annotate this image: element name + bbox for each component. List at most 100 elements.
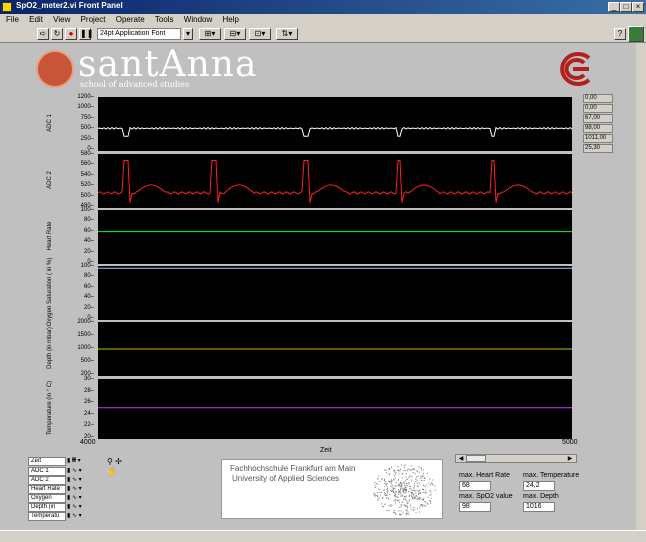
menu-window[interactable]: Window	[183, 15, 213, 24]
y-tick-label: 250–	[80, 135, 94, 142]
y-tick-label: 28–	[83, 387, 94, 394]
menu-view[interactable]: View	[53, 15, 71, 24]
zoom-tool-icon[interactable]: ⚲ ✢	[107, 457, 122, 466]
maximize-button[interactable]: □	[620, 2, 632, 12]
menu-edit[interactable]: Edit	[29, 15, 43, 24]
institution-line-2: University of Applied Sciences	[232, 474, 340, 483]
menu-operate[interactable]: Operate	[115, 15, 145, 24]
readout-1: 0,00	[583, 104, 613, 113]
chart-plot[interactable]	[98, 210, 572, 264]
y-tick-label: 520–	[80, 182, 94, 189]
menu-help[interactable]: Help	[222, 15, 239, 24]
readout-3: 98,00	[583, 124, 613, 133]
close-button[interactable]: ×	[632, 2, 644, 12]
legend-options-icon[interactable]: ▮ ∿ ▾	[67, 495, 82, 501]
y-tick-label: 40–	[83, 238, 94, 245]
chart-plot[interactable]	[98, 266, 572, 320]
y-tick-label: 0–	[87, 146, 94, 152]
menu-file[interactable]: File	[6, 15, 19, 24]
legend-options-icon[interactable]: ▮ ∿ ▾	[67, 477, 82, 483]
chart-trace-area	[98, 231, 572, 233]
legend-options-icon[interactable]: ▮ ∿ ▾	[67, 468, 82, 474]
resize-objects-icon[interactable]: ⊡▾	[249, 28, 271, 40]
y-tick-label: 2000–	[77, 319, 94, 325]
santanna-seal-icon	[36, 50, 74, 88]
max-heart-rate-label: max. Heart Rate	[459, 472, 510, 479]
y-tick-label: 540–	[80, 171, 94, 178]
x-axis-min: 4000	[80, 439, 96, 446]
menu-tools[interactable]: Tools	[154, 15, 174, 24]
legend-adc2[interactable]: ADC 2	[28, 476, 66, 485]
pause-icon[interactable]: ❚❚	[79, 28, 94, 40]
page-horizontal-scrollbar[interactable]	[0, 530, 646, 542]
chart-trace-area	[97, 160, 573, 203]
cnr-logo-icon	[560, 52, 591, 86]
chart-plot[interactable]	[98, 322, 572, 376]
y-tick-label: 0–	[87, 259, 94, 265]
chart-trace	[97, 126, 573, 137]
scroll-left-icon[interactable]: ◀	[458, 456, 464, 462]
legend-adc1[interactable]: ADC 1	[28, 467, 66, 476]
max-temperature-label: max. Temperature	[523, 472, 580, 479]
y-tick-label: 20–	[83, 434, 94, 440]
y-tick-label: 750–	[80, 114, 94, 121]
chart-trace-area	[97, 126, 573, 137]
align-objects-icon[interactable]: ⊞▾	[199, 28, 221, 40]
scroll-thumb[interactable]	[466, 455, 486, 462]
legend-options-icon[interactable]: ▮ 𝄜 ▾	[67, 458, 81, 464]
abort-icon[interactable]: ●	[65, 28, 77, 40]
window-title: SpO2_meter2.vi Front Panel	[16, 1, 123, 10]
y-tick-label: 26–	[83, 399, 94, 406]
scroll-right-icon[interactable]: ▶	[567, 456, 573, 462]
y-tick-label: 480–	[80, 203, 94, 209]
run-arrow-icon[interactable]: ➪	[37, 28, 49, 40]
y-tick-label: 1000–	[77, 345, 94, 351]
readout-4: 1011,00	[583, 134, 613, 143]
minimize-button[interactable]: _	[608, 2, 620, 12]
y-tick-label: 1500–	[77, 332, 94, 338]
y-tick-label: 500–	[80, 358, 94, 364]
legend-heart-rate[interactable]: Heart Rate	[28, 485, 66, 494]
max-spo2-label: max. SpO2 value	[459, 493, 513, 500]
noise-pattern-icon	[373, 464, 436, 516]
chart-plot[interactable]	[97, 97, 573, 151]
y-tick-label: 60–	[83, 227, 94, 234]
run-continuous-icon[interactable]: ↻	[51, 28, 63, 40]
y-tick-label: 60–	[83, 283, 94, 290]
institution-line-1: Fachhochschule Frankfurt am Main	[230, 464, 356, 473]
page-vertical-scrollbar[interactable]	[636, 43, 646, 530]
y-tick-label: 22–	[83, 422, 94, 429]
menu-bar: File Edit View Project Operate Tools Win…	[0, 14, 646, 26]
legend-depth[interactable]: Depth (in	[28, 503, 66, 512]
font-select[interactable]: 24pt Application Font	[97, 28, 181, 40]
chevron-down-icon[interactable]: ▾	[183, 28, 193, 40]
brand-name: santAnna	[78, 44, 258, 85]
reorder-icon[interactable]: ⇅▾	[276, 28, 298, 40]
chart-trace-area	[98, 267, 572, 269]
legend-oxygen[interactable]: Oxygen	[28, 494, 66, 503]
legend-zeit[interactable]: Zeit	[28, 457, 66, 466]
menu-project[interactable]: Project	[80, 15, 106, 24]
chart-horizontal-scrollbar[interactable]: ◀ ▶	[455, 454, 577, 463]
distribute-objects-icon[interactable]: ⊟▾	[224, 28, 246, 40]
y-tick-label: 20–	[83, 248, 94, 255]
legend-options-icon[interactable]: ▮ ∿ ▾	[67, 513, 82, 519]
y-tick-label: 100–	[80, 263, 94, 269]
max-heart-rate-value: 68	[459, 481, 491, 491]
y-tick-label: 80–	[83, 217, 94, 224]
title-bar: SpO2_meter2.vi Front Panel _ □ ×	[0, 0, 646, 14]
legend-options-icon[interactable]: ▮ ∿ ▾	[67, 486, 82, 492]
vi-icon[interactable]	[628, 26, 644, 42]
legend-options-icon[interactable]: ▮ ∿ ▾	[67, 504, 82, 510]
help-icon[interactable]: ?	[614, 28, 626, 40]
y-tick-label: 1200–	[77, 94, 94, 100]
max-spo2-value: 98	[459, 502, 491, 512]
y-axis-label: Temperature (in ° C)	[47, 380, 53, 436]
x-axis-max: 5000	[562, 439, 578, 446]
max-depth-value: 1016	[523, 502, 555, 512]
chart-plot[interactable]	[97, 154, 573, 208]
pan-tool-icon[interactable]: ✋	[107, 467, 117, 476]
legend-temperature[interactable]: Temperatu	[28, 512, 66, 521]
chart-plot[interactable]	[98, 379, 572, 439]
y-tick-label: 1000–	[77, 104, 94, 111]
